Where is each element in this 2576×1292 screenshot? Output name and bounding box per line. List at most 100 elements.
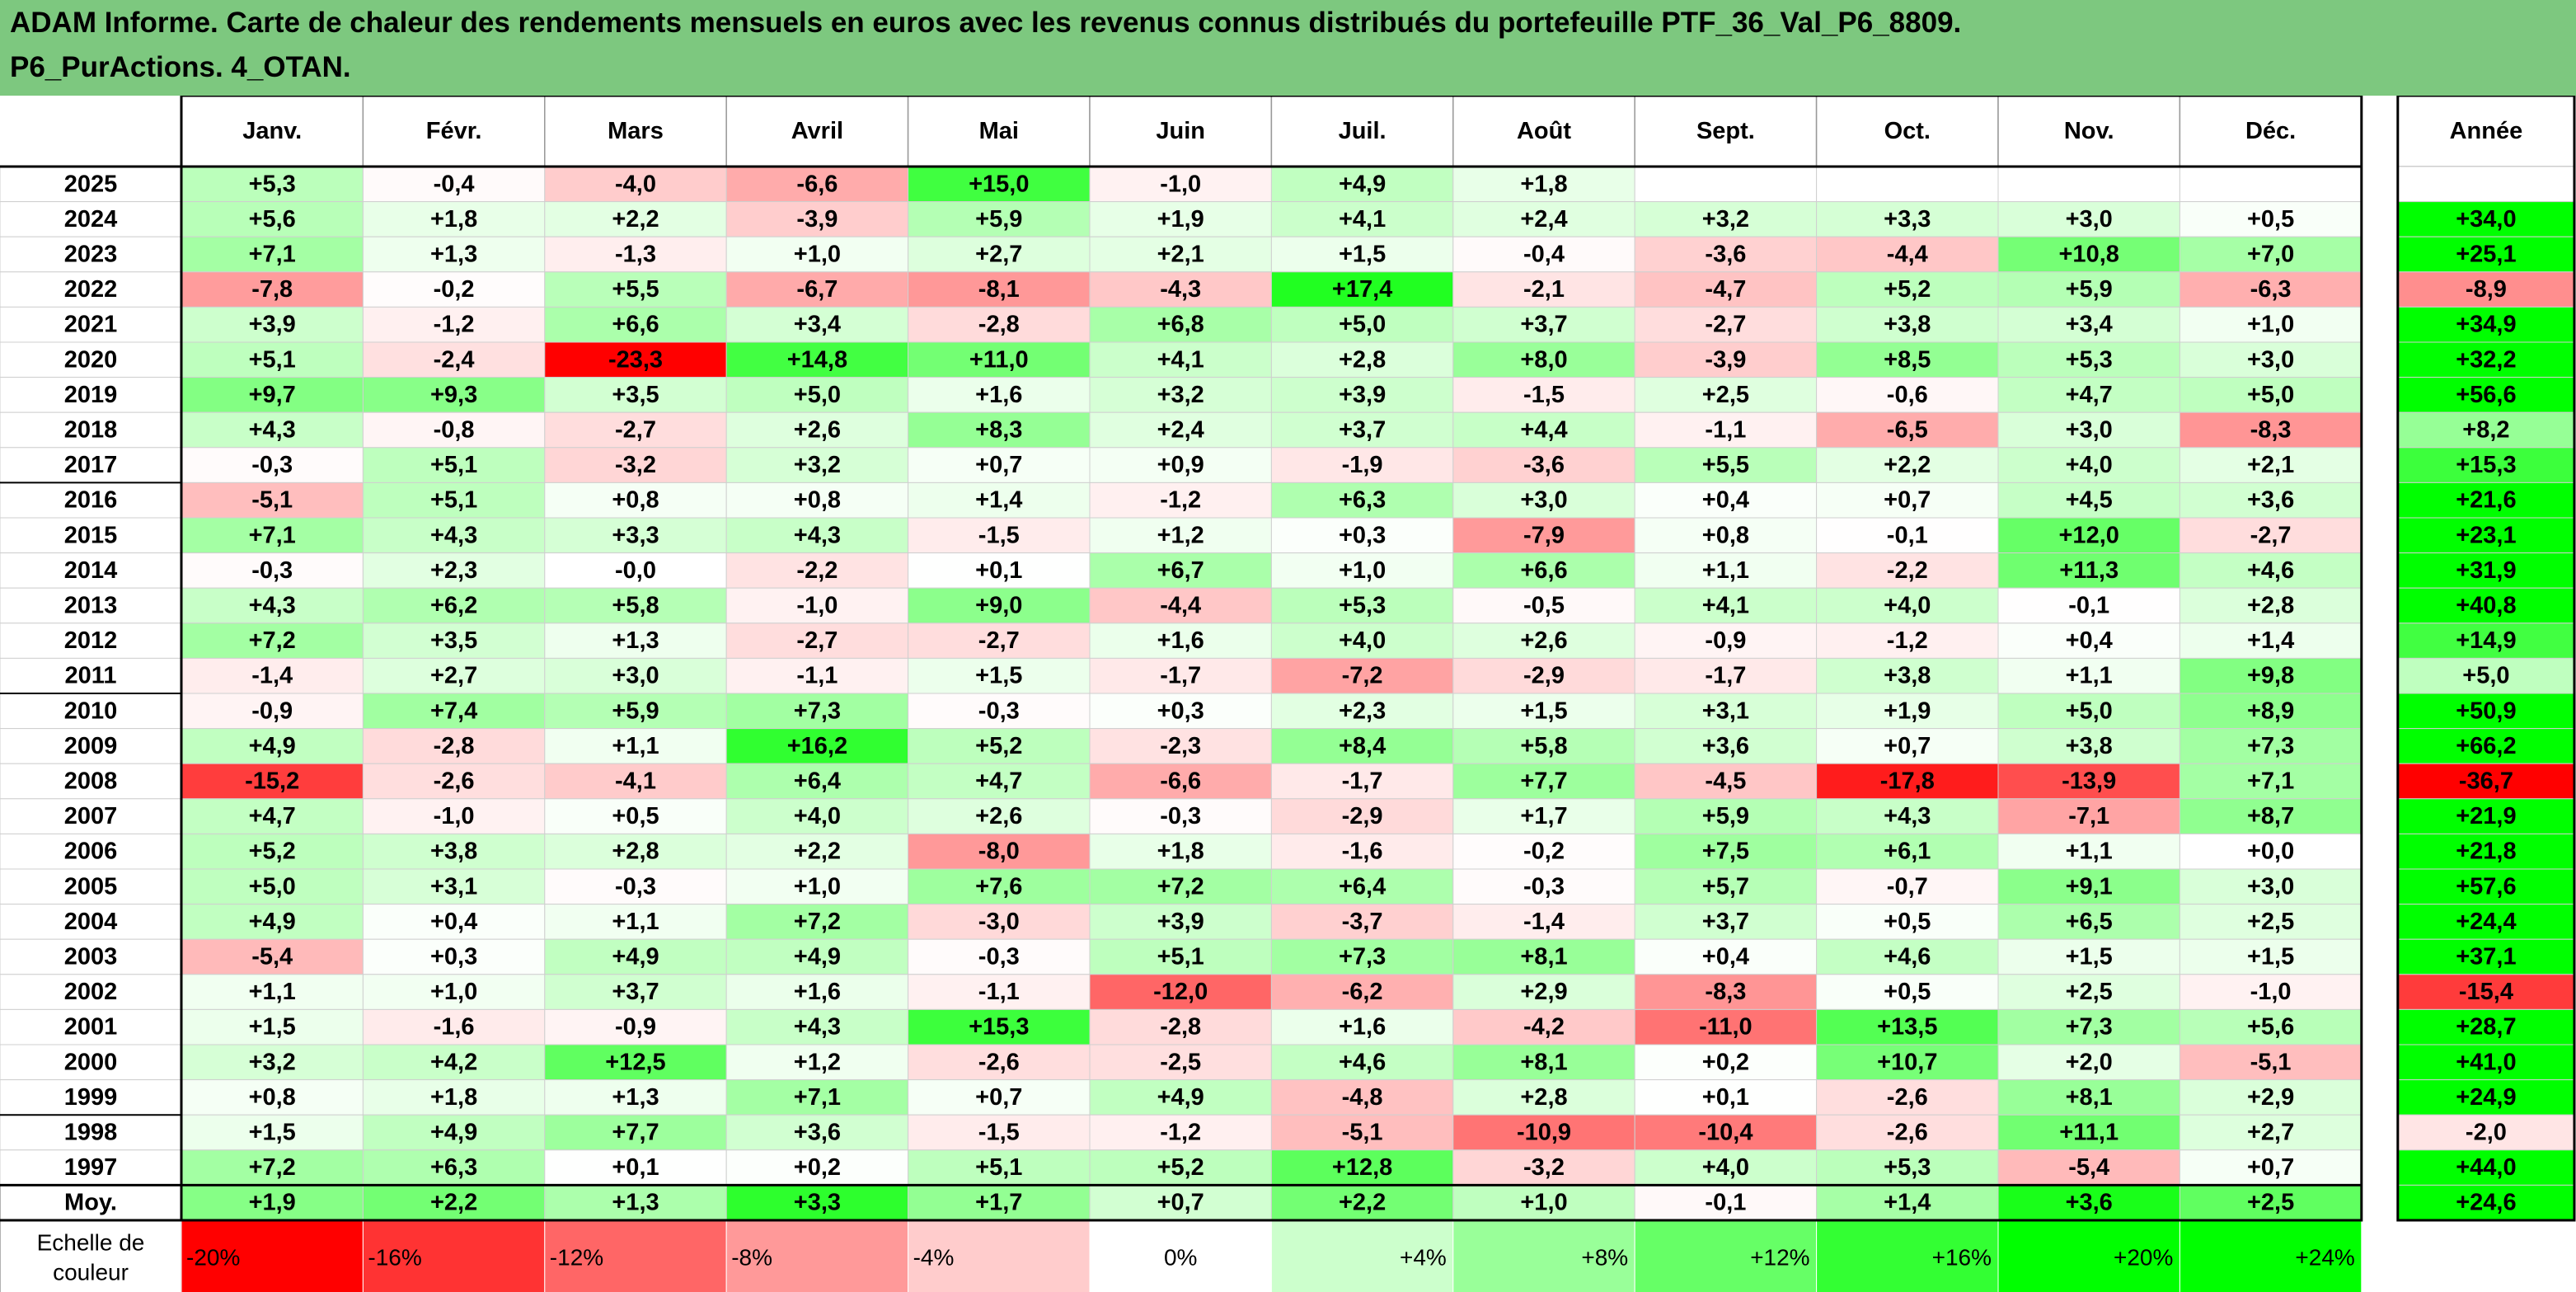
heatmap-cell [1089,904,1272,940]
heatmap-value: +6,6 [612,312,659,338]
heatmap-cell [725,377,909,413]
heatmap-cell [725,693,909,730]
heatmap-value: +3,7 [1702,909,1749,935]
color-scale-swatch [181,1219,364,1292]
heatmap-value: +4,6 [1884,944,1931,970]
heatmap-value: +5,6 [2247,1014,2294,1041]
heatmap-cell [908,657,1091,694]
heatmap-value: +10,7 [1877,1049,1937,1075]
annual-value: +28,7 [2456,1014,2516,1041]
color-scale-step-label: -8% [731,1245,772,1271]
heatmap-value: +6,2 [430,593,477,619]
average-cell [2179,1184,2363,1221]
heatmap-value: +3,7 [1339,417,1386,444]
heatmap-value: +0,4 [1702,487,1749,514]
heatmap-cell [1270,763,1454,800]
month-header-cell [1452,96,1635,167]
heatmap-cell [1270,377,1454,413]
heatmap-value: -0,4 [434,171,475,197]
heatmap-value: +2,8 [1520,1084,1567,1111]
heatmap-value: +5,3 [249,171,296,197]
heatmap-value: +0,5 [1884,979,1931,1005]
heatmap-cell [1997,938,2180,975]
year-label-cell [0,517,182,554]
heatmap-cell [1634,166,1818,203]
month-header-1: Janv. [242,118,302,144]
heatmap-value: +1,3 [430,242,477,268]
heatmap-cell [362,904,546,940]
heatmap-cell [908,201,1091,237]
annual-cell [2397,517,2575,554]
annual-cell [2397,693,2575,730]
heatmap-cell [181,341,364,378]
annual-header-cell [2397,96,2575,167]
heatmap-cell [1634,833,1818,870]
heatmap-value: +5,1 [430,487,477,514]
color-scale-swatch [1634,1219,1818,1292]
heatmap-value: -2,7 [796,627,838,654]
heatmap-value: -3,0 [978,909,1020,935]
heatmap-value: -6,6 [1160,768,1201,795]
heatmap-value: +4,3 [430,522,477,548]
heatmap-value: +3,0 [2066,417,2113,444]
heatmap-cell [2179,482,2363,519]
heatmap-cell [1089,833,1272,870]
heatmap-value: +5,5 [612,276,659,303]
heatmap-cell [908,904,1091,940]
heatmap-cell [1634,341,1818,378]
average-value: -0,1 [1705,1190,1746,1216]
heatmap-value: -0,7 [1887,873,1928,900]
year-label: 2018 [64,417,118,444]
heatmap-cell [908,447,1091,483]
heatmap-value: +6,3 [430,1154,477,1181]
year-label: 2024 [64,206,118,233]
heatmap-value: +1,0 [1339,557,1386,584]
heatmap-cell [1997,763,2180,800]
heatmap-value: -0,1 [1887,522,1928,548]
heatmap-value: -6,3 [2250,276,2292,303]
heatmap-cell [362,587,546,624]
heatmap-value: +0,8 [612,487,659,514]
heatmap-value: -7,8 [251,276,293,303]
year-label-cell [0,552,182,589]
heatmap-value: +3,9 [249,312,296,338]
heatmap-cell [362,693,546,730]
heatmap-cell [2179,868,2363,905]
heatmap-value: +3,1 [1702,698,1749,724]
heatmap-cell [2179,306,2363,343]
heatmap-value: +1,2 [794,1049,841,1075]
heatmap-value: -1,0 [434,803,475,829]
heatmap-cell [1816,763,1999,800]
year-label-cell [0,763,182,800]
annual-value: +21,8 [2456,839,2516,865]
heatmap-value: +5,9 [1702,803,1749,829]
heatmap-cell [1452,306,1635,343]
heatmap-cell [2179,1044,2363,1081]
year-label: 2023 [64,242,118,268]
heatmap-cell [1452,938,1635,975]
annual-value: +31,9 [2456,557,2516,584]
year-label-cell [0,482,182,519]
annual-value: +21,9 [2456,803,2516,829]
heatmap-cell [362,517,546,554]
heatmap-value: +0,7 [1884,487,1931,514]
heatmap-cell [1452,1008,1635,1045]
heatmap-cell [1634,1114,1818,1151]
annual-column-frame [2396,96,2576,1222]
heatmap-value: -3,2 [615,452,656,478]
year-label: 2009 [64,733,118,759]
heatmap-cell [1816,798,1999,834]
year-label-cell [0,1149,182,1186]
heatmap-value: -1,1 [1705,417,1746,444]
year-label: 2002 [64,979,118,1005]
annual-value: -15,4 [2459,979,2513,1005]
heatmap-cell [362,482,546,519]
color-scale-label: couleur [53,1260,129,1285]
heatmap-cell [1089,201,1272,237]
heatmap-value: +3,0 [2247,873,2294,900]
heatmap-cell [181,693,364,730]
heatmap-cell [544,552,727,589]
heatmap-value: +5,6 [249,206,296,233]
color-scale-swatch [1997,1219,2180,1292]
heatmap-value: -15,2 [245,768,299,795]
